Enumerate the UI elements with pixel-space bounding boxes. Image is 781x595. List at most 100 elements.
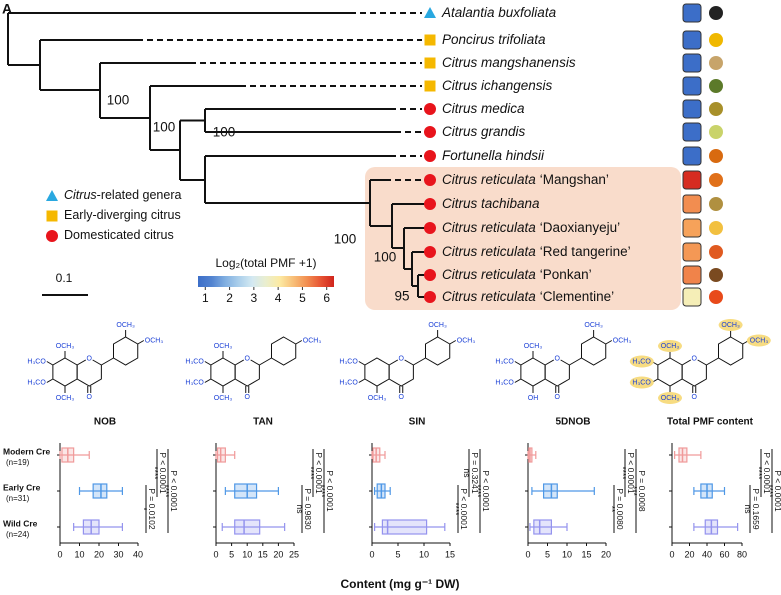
substituent: OCH₃ bbox=[303, 337, 322, 344]
compound-name: SIN bbox=[409, 417, 426, 428]
substituent: OCH₃ bbox=[428, 322, 447, 329]
x-tick-label: 80 bbox=[737, 549, 747, 559]
taxon-name: Citrus reticulata bbox=[442, 172, 536, 187]
x-tick-label: 20 bbox=[684, 549, 694, 559]
bootstrap: 100 bbox=[107, 93, 130, 108]
fruit-icon bbox=[709, 102, 723, 116]
ring-oxygen: O bbox=[399, 355, 405, 362]
colorbar-tick-label: 3 bbox=[251, 291, 258, 305]
legend-text: -related genera bbox=[97, 188, 182, 202]
colorbar-tick-label: 2 bbox=[226, 291, 233, 305]
significance: **** bbox=[765, 484, 775, 498]
pmf-cell bbox=[682, 30, 702, 50]
bond bbox=[204, 378, 212, 383]
scale-label: 0.1 bbox=[56, 271, 73, 285]
atom-bg bbox=[243, 354, 252, 362]
colorbar bbox=[198, 276, 334, 287]
taxon-label: Citrus reticulata ‘Daoxianyeju’ bbox=[442, 220, 620, 235]
colorbar-title: Log₂(total PMF +1) bbox=[215, 256, 316, 270]
legend-italic: Citrus bbox=[64, 188, 97, 202]
compound-name: NOB bbox=[94, 417, 116, 428]
significance: ns bbox=[743, 505, 753, 514]
cultivar: ‘Mangshan’ bbox=[540, 172, 609, 187]
substituent: OCH₃ bbox=[214, 395, 233, 402]
clade-highlight bbox=[365, 167, 681, 310]
taxon-marker bbox=[424, 174, 436, 186]
taxon-marker bbox=[424, 57, 436, 69]
pmf-cell bbox=[682, 53, 702, 73]
taxon-label: Poncirus trifoliata bbox=[442, 32, 546, 47]
cultivar: ‘Daoxianyeju’ bbox=[540, 220, 620, 235]
fruit-icon bbox=[709, 290, 723, 304]
bootstrap: 100 bbox=[153, 120, 176, 135]
fruit-icon bbox=[709, 197, 723, 211]
substituent: H₃CO bbox=[185, 358, 204, 365]
fruit-icon bbox=[709, 79, 723, 93]
taxon-marker bbox=[424, 80, 436, 92]
substituent: H₃CO bbox=[632, 379, 651, 386]
legend-label: Early-diverging citrus bbox=[64, 208, 181, 222]
cultivar: ‘Ponkan’ bbox=[540, 267, 592, 282]
substituent: OH bbox=[528, 395, 539, 402]
x-tick-label: 15 bbox=[258, 549, 268, 559]
substituent: H₃CO bbox=[495, 358, 514, 365]
cultivar: ‘Clementine’ bbox=[540, 289, 614, 304]
p-value: P = 0.0080 bbox=[615, 488, 625, 529]
x-tick-label: 10 bbox=[562, 549, 572, 559]
panel-label: A bbox=[2, 1, 12, 17]
x-tick-label: 30 bbox=[113, 549, 123, 559]
colorbar-tick-label: 5 bbox=[299, 291, 306, 305]
taxon-label: Citrus grandis bbox=[442, 124, 526, 139]
significance: **** bbox=[161, 484, 171, 498]
pmf-cell bbox=[682, 99, 702, 119]
bootstrap: 100 bbox=[334, 232, 357, 247]
ring-oxygen: O bbox=[87, 355, 93, 362]
ring bbox=[210, 357, 236, 387]
ring-oxygen: O bbox=[555, 355, 561, 362]
substituent: H₃CO bbox=[495, 379, 514, 386]
keto-oxygen: O bbox=[555, 394, 561, 401]
x-tick-label: 0 bbox=[369, 549, 374, 559]
ring bbox=[657, 357, 683, 387]
substituent: H₃CO bbox=[185, 379, 204, 386]
substituent: OCH₃ bbox=[524, 343, 543, 350]
x-tick-label: 0 bbox=[57, 549, 62, 559]
compound-name: 5DNOB bbox=[555, 417, 590, 428]
pmf-cell bbox=[682, 287, 702, 307]
taxon-name: Citrus mangshanensis bbox=[442, 55, 576, 70]
x-tick-label: 60 bbox=[719, 549, 729, 559]
significance: **** bbox=[473, 484, 483, 498]
fruit-icon bbox=[709, 221, 723, 235]
highlight bbox=[658, 392, 682, 404]
cultivar: ‘Red tangerine’ bbox=[540, 244, 631, 259]
keto-oxygen: O bbox=[692, 394, 698, 401]
box bbox=[92, 483, 108, 499]
taxon-name: Citrus medica bbox=[442, 101, 525, 116]
taxon-name: Atalantia buxfoliata bbox=[441, 5, 557, 20]
p-value: P = 0.0102 bbox=[147, 488, 157, 529]
taxon-marker bbox=[424, 7, 436, 18]
atom-bg bbox=[397, 354, 406, 362]
highlight bbox=[658, 340, 682, 352]
bond bbox=[514, 378, 522, 383]
p-value: P = 0.1659 bbox=[751, 488, 761, 529]
group-label: Wild Cre bbox=[3, 518, 38, 528]
group-label: Early Cre bbox=[3, 482, 41, 492]
p-value: P < 0.0001 bbox=[459, 488, 469, 529]
legend-text: Early-diverging citrus bbox=[64, 208, 181, 222]
taxon-marker bbox=[424, 291, 436, 303]
taxon-name: Citrus reticulata bbox=[442, 220, 536, 235]
substituent: H₃CO bbox=[632, 358, 651, 365]
significance: **** bbox=[150, 466, 160, 480]
highlight bbox=[629, 376, 654, 389]
bootstrap: 100 bbox=[374, 250, 397, 265]
taxon-marker bbox=[424, 150, 436, 162]
taxon-name: Citrus reticulata bbox=[442, 267, 536, 282]
atom-bg bbox=[690, 354, 699, 362]
significance: **** bbox=[618, 466, 628, 480]
group-n: (n=31) bbox=[6, 494, 30, 503]
taxon-marker bbox=[424, 222, 436, 234]
significance: **** bbox=[317, 484, 327, 498]
x-tick-label: 15 bbox=[581, 549, 591, 559]
x-tick-label: 40 bbox=[133, 549, 143, 559]
